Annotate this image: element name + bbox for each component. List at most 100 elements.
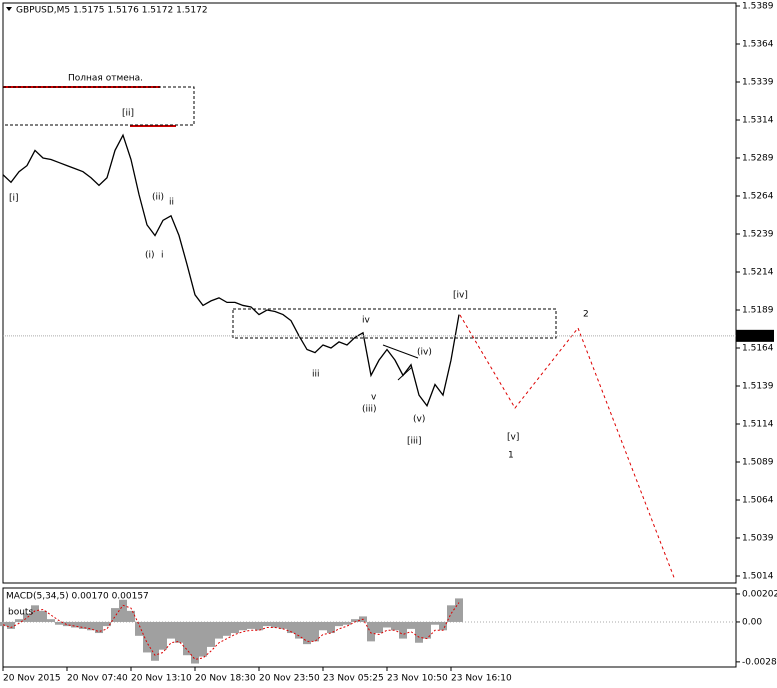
wave-label: [iv]: [453, 291, 468, 301]
y-tick-label: 1.5264: [742, 192, 774, 202]
price-frame: [2, 2, 737, 584]
macd-bar: [319, 621, 327, 631]
y-tick-label: 1.5139: [742, 382, 774, 392]
wave-label: (v): [413, 415, 425, 425]
wave-label: 2: [583, 310, 589, 320]
x-tick-label: 20 Nov 18:30: [195, 674, 256, 684]
macd-bar: [127, 610, 135, 622]
macd-bar: [47, 619, 55, 622]
macd-bar: [239, 621, 247, 631]
wave-label: v: [371, 393, 377, 403]
y-tick-label: -0.00288: [742, 657, 777, 667]
y-tick-label: 1.5189: [742, 306, 774, 316]
x-tick-label: 23 Nov 05:25: [323, 674, 384, 684]
macd-bar: [247, 621, 255, 629]
y-tick-label: 1.5239: [742, 230, 774, 240]
macd-bar: [287, 621, 295, 634]
signal-line: [2, 602, 460, 660]
macd-bar: [15, 619, 23, 622]
wave-label: iv: [362, 316, 371, 326]
last-price-box: [736, 329, 774, 342]
menu-arrow: [6, 7, 12, 11]
macd-bar: [375, 621, 383, 634]
y-tick-label: 0.00: [742, 617, 762, 627]
macd-bar: [63, 621, 71, 627]
forecast-line: [459, 314, 676, 581]
y-tick-label: 1.5089: [742, 458, 774, 468]
macd-bar: [367, 621, 375, 642]
macd-bar: [223, 621, 231, 636]
macd-bar: [23, 613, 31, 622]
y-tick-label: 1.5014: [742, 572, 774, 582]
zone-box: [2, 86, 195, 126]
macd-bar: [79, 621, 87, 629]
wave-label: (i): [145, 251, 155, 261]
wave-label: [i]: [9, 194, 19, 204]
macd-bar: [415, 621, 423, 643]
macd-bar: [103, 621, 111, 627]
macd-bar: [399, 621, 407, 639]
y-tick-label: 1.5164: [742, 344, 774, 354]
macd-bar: [311, 621, 319, 642]
x-tick-label: 23 Nov 10:50: [387, 674, 448, 684]
x-tick-label: 20 Nov 23:50: [259, 674, 320, 684]
macd-bar: [39, 610, 47, 622]
macd-bar: [431, 621, 439, 625]
macd-bar: [159, 621, 167, 650]
x-tick-label: 20 Nov 2015: [3, 674, 61, 684]
macd-bar: [343, 621, 351, 625]
macd-bar: [135, 621, 143, 636]
wave-label: 1: [508, 451, 514, 461]
macd-bar: [191, 621, 199, 664]
macd-title: MACD(5,34,5) 0.00170 0.00157: [6, 592, 149, 602]
macd-bar: [31, 605, 39, 622]
macd-bar: [207, 621, 215, 647]
macd-bar: [295, 621, 303, 639]
y-tick-label: 1.5339: [742, 78, 774, 88]
macd-bar: [423, 621, 431, 639]
macd-bar: [439, 621, 447, 631]
y-tick-label: 1.5214: [742, 268, 774, 278]
wave-label: [iii]: [407, 437, 422, 447]
last-price-label: 1.5172: [742, 331, 774, 341]
macd-bar: [87, 621, 95, 631]
macd-bar: [255, 621, 263, 631]
x-tick-label: 20 Nov 13:10: [131, 674, 192, 684]
macd-bar: [7, 621, 15, 629]
macd-bar: [303, 621, 311, 645]
y-tick-label: 1.5364: [742, 40, 774, 50]
macd-bar: [111, 608, 119, 622]
macd-bar: [175, 621, 183, 643]
macd-bar: [71, 621, 79, 628]
macd-bar: [383, 621, 391, 628]
wave-label: i: [161, 251, 164, 261]
macd-bar: [279, 621, 287, 629]
wave-label: (iii): [362, 405, 377, 415]
macd-bar: [199, 621, 207, 657]
zone-box: [232, 308, 557, 339]
trend-line: [382, 344, 419, 359]
wave-label: (ii): [152, 193, 164, 203]
macd-bar: [335, 621, 343, 627]
wave-label: Полная отмена.: [68, 74, 143, 84]
indicator-note: bouts: [8, 608, 33, 618]
chart-title: GBPUSD,M5 1.5175 1.5176 1.5172 1.5172: [16, 6, 208, 16]
macd-bar: [327, 621, 335, 634]
y-tick-label: 0.00202: [742, 589, 777, 599]
y-tick-label: 1.5114: [742, 420, 774, 430]
macd-bar: [95, 621, 103, 634]
macd-bar: [143, 621, 151, 653]
x-tick-label: 20 Nov 07:40: [67, 674, 128, 684]
macd-bar: [447, 605, 455, 622]
macd-bar: [351, 619, 359, 622]
macd-bar: [215, 621, 223, 639]
x-tick-label: 23 Nov 16:10: [451, 674, 512, 684]
macd-bar: [271, 621, 279, 628]
macd-bar: [0, 621, 7, 627]
macd-bar: [183, 621, 191, 656]
wave-label: [ii]: [122, 109, 134, 119]
macd-bar: [407, 621, 415, 629]
macd-bar: [167, 621, 175, 639]
macd-bar: [231, 621, 239, 634]
